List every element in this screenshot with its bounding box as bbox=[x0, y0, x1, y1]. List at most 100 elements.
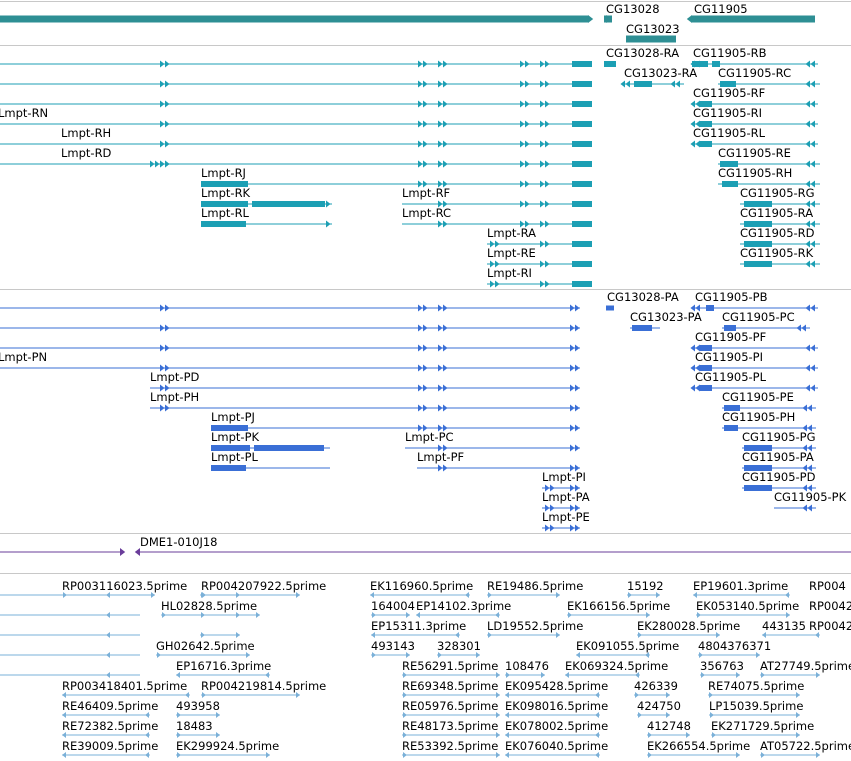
forward-strand-arrow bbox=[545, 220, 550, 228]
forward-strand-arrow bbox=[157, 652, 161, 658]
forward-strand-arrow bbox=[406, 652, 410, 658]
reverse-strand-arrow bbox=[805, 180, 810, 188]
reverse-strand-arrow bbox=[145, 712, 149, 718]
forward-strand-arrow bbox=[165, 404, 170, 412]
reverse-strand-arrow bbox=[802, 404, 807, 412]
forward-strand-arrow bbox=[570, 424, 575, 432]
forward-strand-arrow bbox=[256, 612, 260, 618]
forward-strand-arrow bbox=[443, 324, 448, 332]
reverse-strand-arrow bbox=[802, 504, 807, 512]
forward-strand-arrow bbox=[165, 364, 170, 372]
exon-block bbox=[604, 15, 612, 23]
reverse-strand-arrow bbox=[810, 304, 815, 312]
exon-block bbox=[744, 465, 772, 471]
feature-label: CG13028 bbox=[606, 2, 660, 16]
reverse-strand-arrow bbox=[810, 180, 815, 188]
feature-label: CG11905-PF bbox=[695, 330, 766, 344]
feature-label: CG11905-PC bbox=[722, 310, 795, 324]
exon-block bbox=[201, 181, 248, 187]
forward-strand-arrow bbox=[443, 180, 448, 188]
forward-strand-arrow bbox=[710, 712, 714, 718]
reverse-strand-arrow bbox=[810, 60, 815, 68]
reverse-strand-arrow bbox=[690, 364, 695, 372]
reverse-strand-arrow bbox=[805, 220, 810, 228]
reverse-strand-arrow bbox=[810, 220, 815, 228]
reverse-strand-arrow bbox=[805, 384, 810, 392]
feature-label: RP0042 bbox=[809, 619, 851, 633]
feature-label: 426339 bbox=[634, 679, 678, 693]
reverse-strand-arrow bbox=[695, 100, 700, 108]
reverse-strand-arrow bbox=[810, 120, 815, 128]
feature-label: RE74075.5prime bbox=[708, 679, 804, 693]
reverse-strand-arrow bbox=[505, 712, 509, 718]
reverse-strand-arrow bbox=[370, 592, 374, 598]
forward-strand-arrow bbox=[525, 80, 530, 88]
reverse-strand-arrow bbox=[695, 364, 700, 372]
reverse-strand-arrow bbox=[807, 424, 812, 432]
feature-label: Lmpt-PI bbox=[542, 470, 586, 484]
feature-label: RE39009.5prime bbox=[62, 739, 158, 753]
reverse-strand-arrow bbox=[807, 484, 812, 492]
exon-block bbox=[712, 61, 720, 67]
feature-label: EK116960.5prime bbox=[370, 579, 473, 593]
reverse-strand-arrow bbox=[565, 672, 569, 678]
feature-label: DME1-010J18 bbox=[140, 535, 218, 549]
forward-strand-arrow bbox=[488, 632, 492, 638]
forward-strand-arrow bbox=[525, 60, 530, 68]
forward-strand-arrow bbox=[697, 612, 701, 618]
reverse-strand-arrow bbox=[690, 140, 695, 148]
forward-strand-arrow bbox=[575, 404, 580, 412]
forward-strand-arrow bbox=[496, 752, 500, 758]
exon-block bbox=[700, 385, 712, 391]
exon-block bbox=[692, 15, 815, 23]
forward-strand-arrow bbox=[423, 384, 428, 392]
forward-strand-arrow bbox=[438, 464, 443, 472]
feature-label: Lmpt-PF bbox=[417, 450, 464, 464]
forward-strand-arrow bbox=[403, 712, 407, 718]
forward-strand-arrow bbox=[443, 304, 448, 312]
feature-label: EP16716.3prime bbox=[176, 659, 271, 673]
forward-strand-arrow bbox=[588, 15, 594, 23]
reverse-strand-arrow bbox=[176, 672, 180, 678]
forward-strand-arrow bbox=[418, 120, 423, 128]
exon-block bbox=[634, 81, 652, 87]
feature-label: Lmpt-PN bbox=[0, 350, 47, 364]
exon-block bbox=[572, 201, 592, 207]
feature-label: 4804376371 bbox=[698, 639, 771, 653]
forward-strand-arrow bbox=[165, 60, 170, 68]
forward-strand-arrow bbox=[403, 672, 407, 678]
forward-strand-arrow bbox=[160, 344, 165, 352]
forward-strand-arrow bbox=[496, 712, 500, 718]
exon-block bbox=[724, 425, 738, 431]
forward-strand-arrow bbox=[177, 752, 181, 758]
feature-label: Lmpt-RI bbox=[487, 266, 532, 280]
forward-strand-arrow bbox=[490, 240, 495, 248]
reverse-strand-arrow bbox=[695, 304, 700, 312]
feature-label: RP003116023.5prime bbox=[62, 579, 187, 593]
forward-strand-arrow bbox=[418, 304, 423, 312]
feature-label: Lmpt-RH bbox=[61, 126, 111, 140]
reverse-strand-arrow bbox=[802, 484, 807, 492]
feature-label: EK078002.5prime bbox=[505, 719, 608, 733]
reverse-strand-arrow bbox=[805, 60, 810, 68]
forward-strand-arrow bbox=[545, 100, 550, 108]
forward-strand-arrow bbox=[635, 692, 639, 698]
reverse-strand-arrow bbox=[505, 692, 509, 698]
forward-strand-arrow bbox=[160, 324, 165, 332]
forward-strand-arrow bbox=[540, 120, 545, 128]
exon-block bbox=[572, 261, 592, 267]
forward-strand-arrow bbox=[443, 200, 448, 208]
reverse-strand-arrow bbox=[762, 632, 766, 638]
forward-strand-arrow bbox=[423, 160, 428, 168]
feature-label: Lmpt-PE bbox=[542, 510, 590, 524]
forward-strand-arrow bbox=[438, 180, 443, 188]
forward-strand-arrow bbox=[545, 260, 550, 268]
forward-strand-arrow bbox=[160, 140, 165, 148]
forward-strand-arrow bbox=[575, 424, 580, 432]
forward-strand-arrow bbox=[296, 592, 300, 598]
feature-label: CG11905-PI bbox=[695, 350, 763, 364]
forward-strand-arrow bbox=[556, 592, 560, 598]
forward-strand-arrow bbox=[570, 464, 575, 472]
feature-label: 328301 bbox=[437, 639, 481, 653]
reverse-strand-arrow bbox=[495, 612, 499, 618]
